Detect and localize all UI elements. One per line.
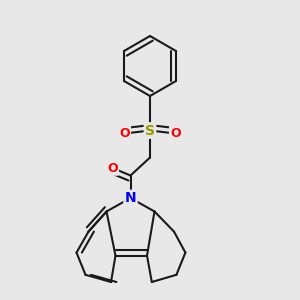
Text: O: O: [119, 127, 130, 140]
Text: N: N: [125, 191, 136, 205]
Text: O: O: [107, 161, 118, 175]
Text: S: S: [145, 124, 155, 137]
Text: O: O: [170, 127, 181, 140]
